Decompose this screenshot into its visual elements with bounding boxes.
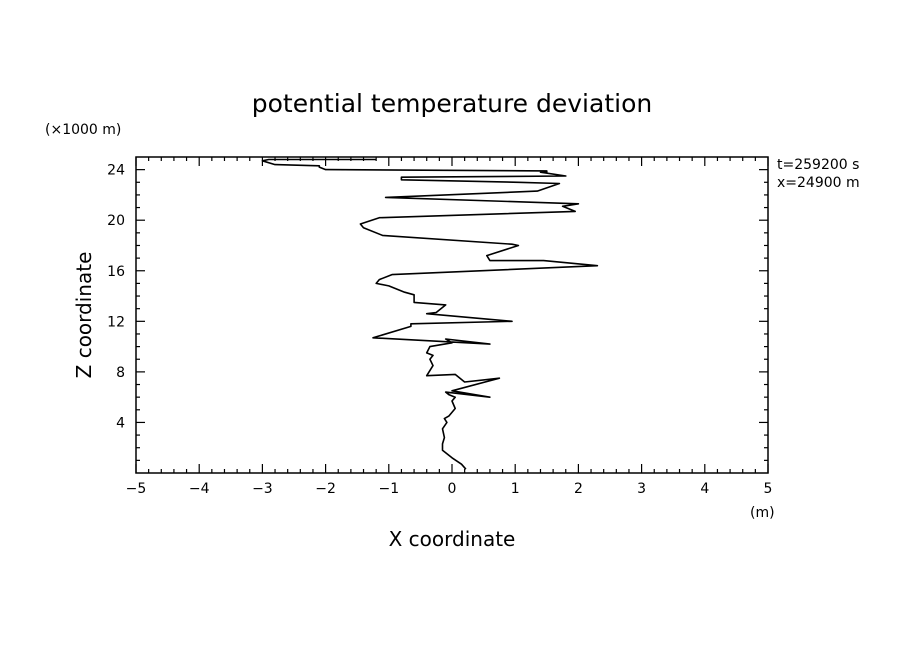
y-tick-label: 4 bbox=[116, 415, 125, 431]
y-tick-label: 16 bbox=[107, 264, 125, 280]
y-axis-label: Z coordinate bbox=[72, 252, 96, 379]
x-tick-label: −3 bbox=[252, 481, 273, 497]
x-tick-label: 3 bbox=[637, 481, 646, 497]
plot-frame bbox=[135, 156, 769, 474]
y-axis-unit: (×1000 m) bbox=[45, 122, 121, 138]
y-tick-label: 12 bbox=[107, 314, 125, 330]
y-tick-labels: 4 8 12 16 20 24 bbox=[107, 163, 125, 432]
x-tick-label: 4 bbox=[700, 481, 709, 497]
x-tick-label: 5 bbox=[764, 481, 773, 497]
chart-title: potential temperature deviation bbox=[252, 89, 652, 118]
y-tick-label: 24 bbox=[107, 163, 125, 179]
x-ticks bbox=[135, 157, 769, 473]
y-tick-label: 8 bbox=[116, 365, 125, 381]
x-axis-unit: (m) bbox=[750, 505, 775, 521]
x-tick-label: −2 bbox=[315, 481, 336, 497]
x-tick-label: −4 bbox=[189, 481, 210, 497]
info-position: x=24900 m bbox=[777, 175, 860, 191]
x-tick-label: −5 bbox=[126, 481, 147, 497]
x-tick-label: 2 bbox=[574, 481, 583, 497]
x-axis-label: X coordinate bbox=[389, 527, 516, 551]
y-ticks bbox=[136, 169, 768, 461]
info-time: t=259200 s bbox=[777, 157, 859, 173]
x-tick-labels: −5 −4 −3 −2 −1 0 1 2 3 4 5 bbox=[126, 481, 773, 497]
x-tick-label: −1 bbox=[378, 481, 399, 497]
x-tick-label: 0 bbox=[448, 481, 457, 497]
profile-line bbox=[261, 158, 599, 470]
y-tick-label: 20 bbox=[107, 213, 125, 229]
x-tick-label: 1 bbox=[511, 481, 520, 497]
